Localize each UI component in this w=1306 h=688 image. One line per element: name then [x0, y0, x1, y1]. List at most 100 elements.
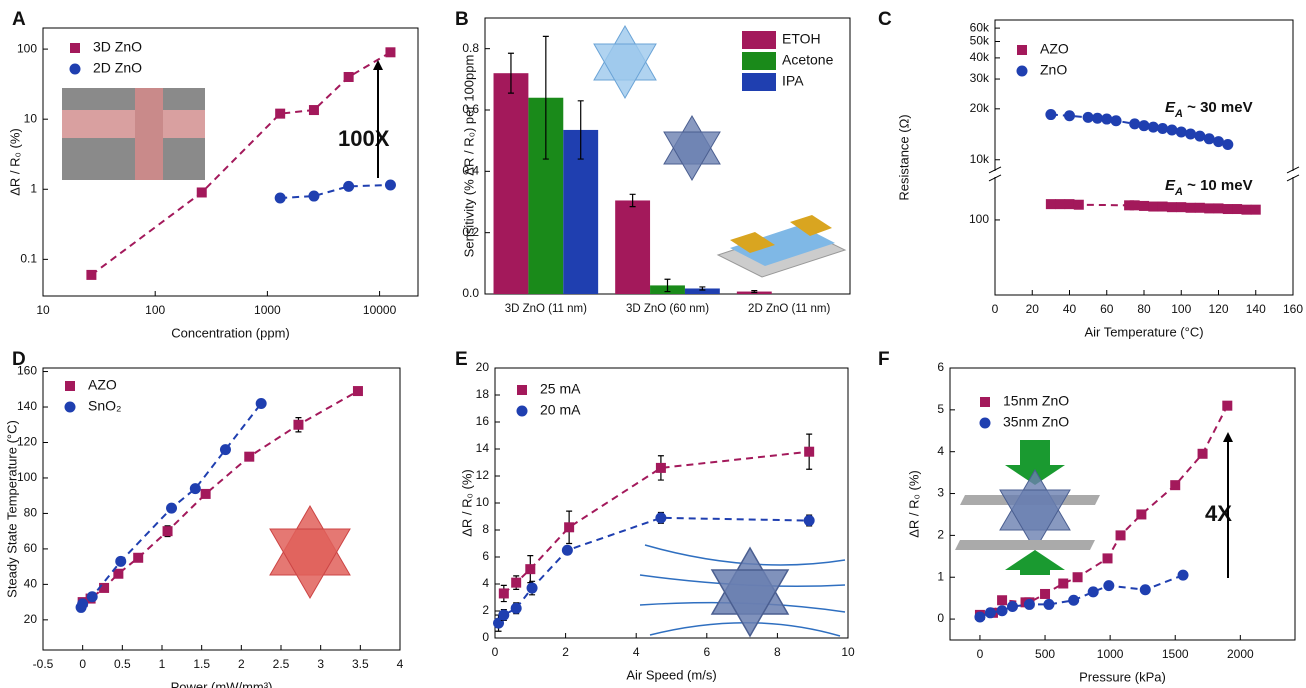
legend-label: AZO — [1040, 41, 1069, 57]
legend-swatch — [516, 405, 528, 417]
legend-label: ETOH — [782, 31, 821, 47]
y-tick-label: 0.4 — [462, 164, 479, 178]
x-tick-label: 80 — [1137, 302, 1151, 316]
x-tick-label: 2 — [238, 657, 245, 671]
marker — [1073, 199, 1084, 210]
error-bar — [507, 52, 514, 94]
marker — [1040, 588, 1051, 599]
plot-frame — [42, 27, 419, 297]
marker — [255, 397, 267, 409]
legend-swatch — [65, 381, 75, 391]
marker — [1103, 580, 1115, 592]
x-tick-label: 20 — [1026, 302, 1040, 316]
y-tick-label: 5 — [937, 402, 944, 416]
marker — [1068, 594, 1080, 606]
x-tick-label: 40 — [1063, 302, 1077, 316]
marker — [1157, 123, 1169, 135]
marker — [1023, 598, 1035, 610]
y-tick-label: 4 — [482, 576, 489, 590]
film — [730, 225, 835, 266]
y-tick-label: 100 — [17, 41, 37, 55]
marker — [1064, 199, 1075, 210]
inset-f — [955, 440, 1100, 575]
legend-label: AZO — [88, 377, 117, 393]
marker — [1177, 569, 1189, 581]
marker — [1250, 204, 1261, 215]
marker — [1115, 530, 1126, 541]
marker — [655, 512, 667, 524]
y-tick-label: 120 — [17, 435, 37, 449]
marker — [1045, 199, 1056, 210]
x-axis-label: Concentration (ppm) — [171, 325, 290, 340]
inset-beam — [62, 110, 205, 138]
y-tick-label: 0.6 — [462, 102, 479, 116]
marker — [274, 192, 286, 204]
marker — [974, 611, 986, 623]
y-axis-label: ΔR / R₀ (%) — [7, 128, 22, 196]
marker — [115, 555, 127, 567]
marker — [86, 591, 98, 603]
x-tick-label: 120 — [1208, 302, 1228, 316]
press-arrow — [1005, 440, 1065, 485]
panel-label: C — [878, 9, 892, 30]
press-arrow — [1005, 550, 1065, 575]
y-tick-label: 160 — [17, 364, 37, 378]
lattice — [269, 528, 351, 599]
x-tick-label: 10 — [841, 645, 855, 659]
y-axis-label: ΔR / R₀ (%) — [906, 470, 921, 538]
bar — [615, 200, 651, 294]
marker — [244, 451, 255, 462]
marker — [804, 446, 815, 457]
marker — [1101, 113, 1113, 125]
marker — [997, 595, 1008, 606]
marker — [99, 582, 110, 593]
legend-swatch — [742, 52, 776, 70]
y-tick-label: 18 — [476, 387, 490, 401]
x-tick-label: 0 — [79, 657, 86, 671]
lattice — [999, 489, 1071, 551]
marker — [113, 568, 124, 579]
legend-label: 20 mA — [540, 402, 581, 418]
legend-swatch — [1017, 45, 1027, 55]
marker — [1241, 204, 1252, 215]
x-tick-label: 1.5 — [193, 657, 210, 671]
marker — [1043, 598, 1055, 610]
marker — [1110, 115, 1122, 127]
x-tick-label: -0.5 — [33, 657, 54, 671]
marker — [1222, 400, 1233, 411]
axis-break-mark — [988, 174, 1002, 182]
y-tick-label: 1 — [30, 181, 37, 195]
electrode — [790, 215, 832, 236]
marker — [308, 190, 320, 202]
panel-label: E — [455, 349, 468, 370]
error-bar — [699, 286, 706, 291]
y-tick-label: 0.2 — [462, 225, 479, 239]
x-tick-label: 100 — [1171, 302, 1191, 316]
marker — [1222, 204, 1233, 215]
legend-swatch — [70, 43, 80, 53]
y-tick-label: 0.0 — [462, 286, 479, 300]
marker — [1166, 124, 1178, 136]
x-tick-label: 100 — [145, 303, 165, 317]
annotation-part: A — [1174, 108, 1183, 120]
x-tick-label: 6 — [703, 645, 710, 659]
marker — [1185, 128, 1197, 140]
x-tick-label: 2 — [562, 645, 569, 659]
y-tick-label: 8 — [482, 522, 489, 536]
y-axis-label: ΔR / R₀ (%) — [459, 469, 474, 537]
marker — [1185, 202, 1196, 213]
marker — [561, 544, 573, 556]
marker — [511, 577, 522, 588]
y-tick-label: 2 — [937, 528, 944, 542]
inset-a — [62, 88, 205, 180]
x-tick-label: 4 — [633, 645, 640, 659]
marker — [1045, 109, 1057, 121]
marker — [352, 386, 363, 397]
y-tick-label: 60 — [24, 541, 38, 555]
lattice — [593, 43, 657, 100]
error-bar — [629, 193, 636, 208]
x-tick-label: 8 — [774, 645, 781, 659]
marker — [1222, 139, 1234, 151]
marker — [1124, 200, 1135, 211]
